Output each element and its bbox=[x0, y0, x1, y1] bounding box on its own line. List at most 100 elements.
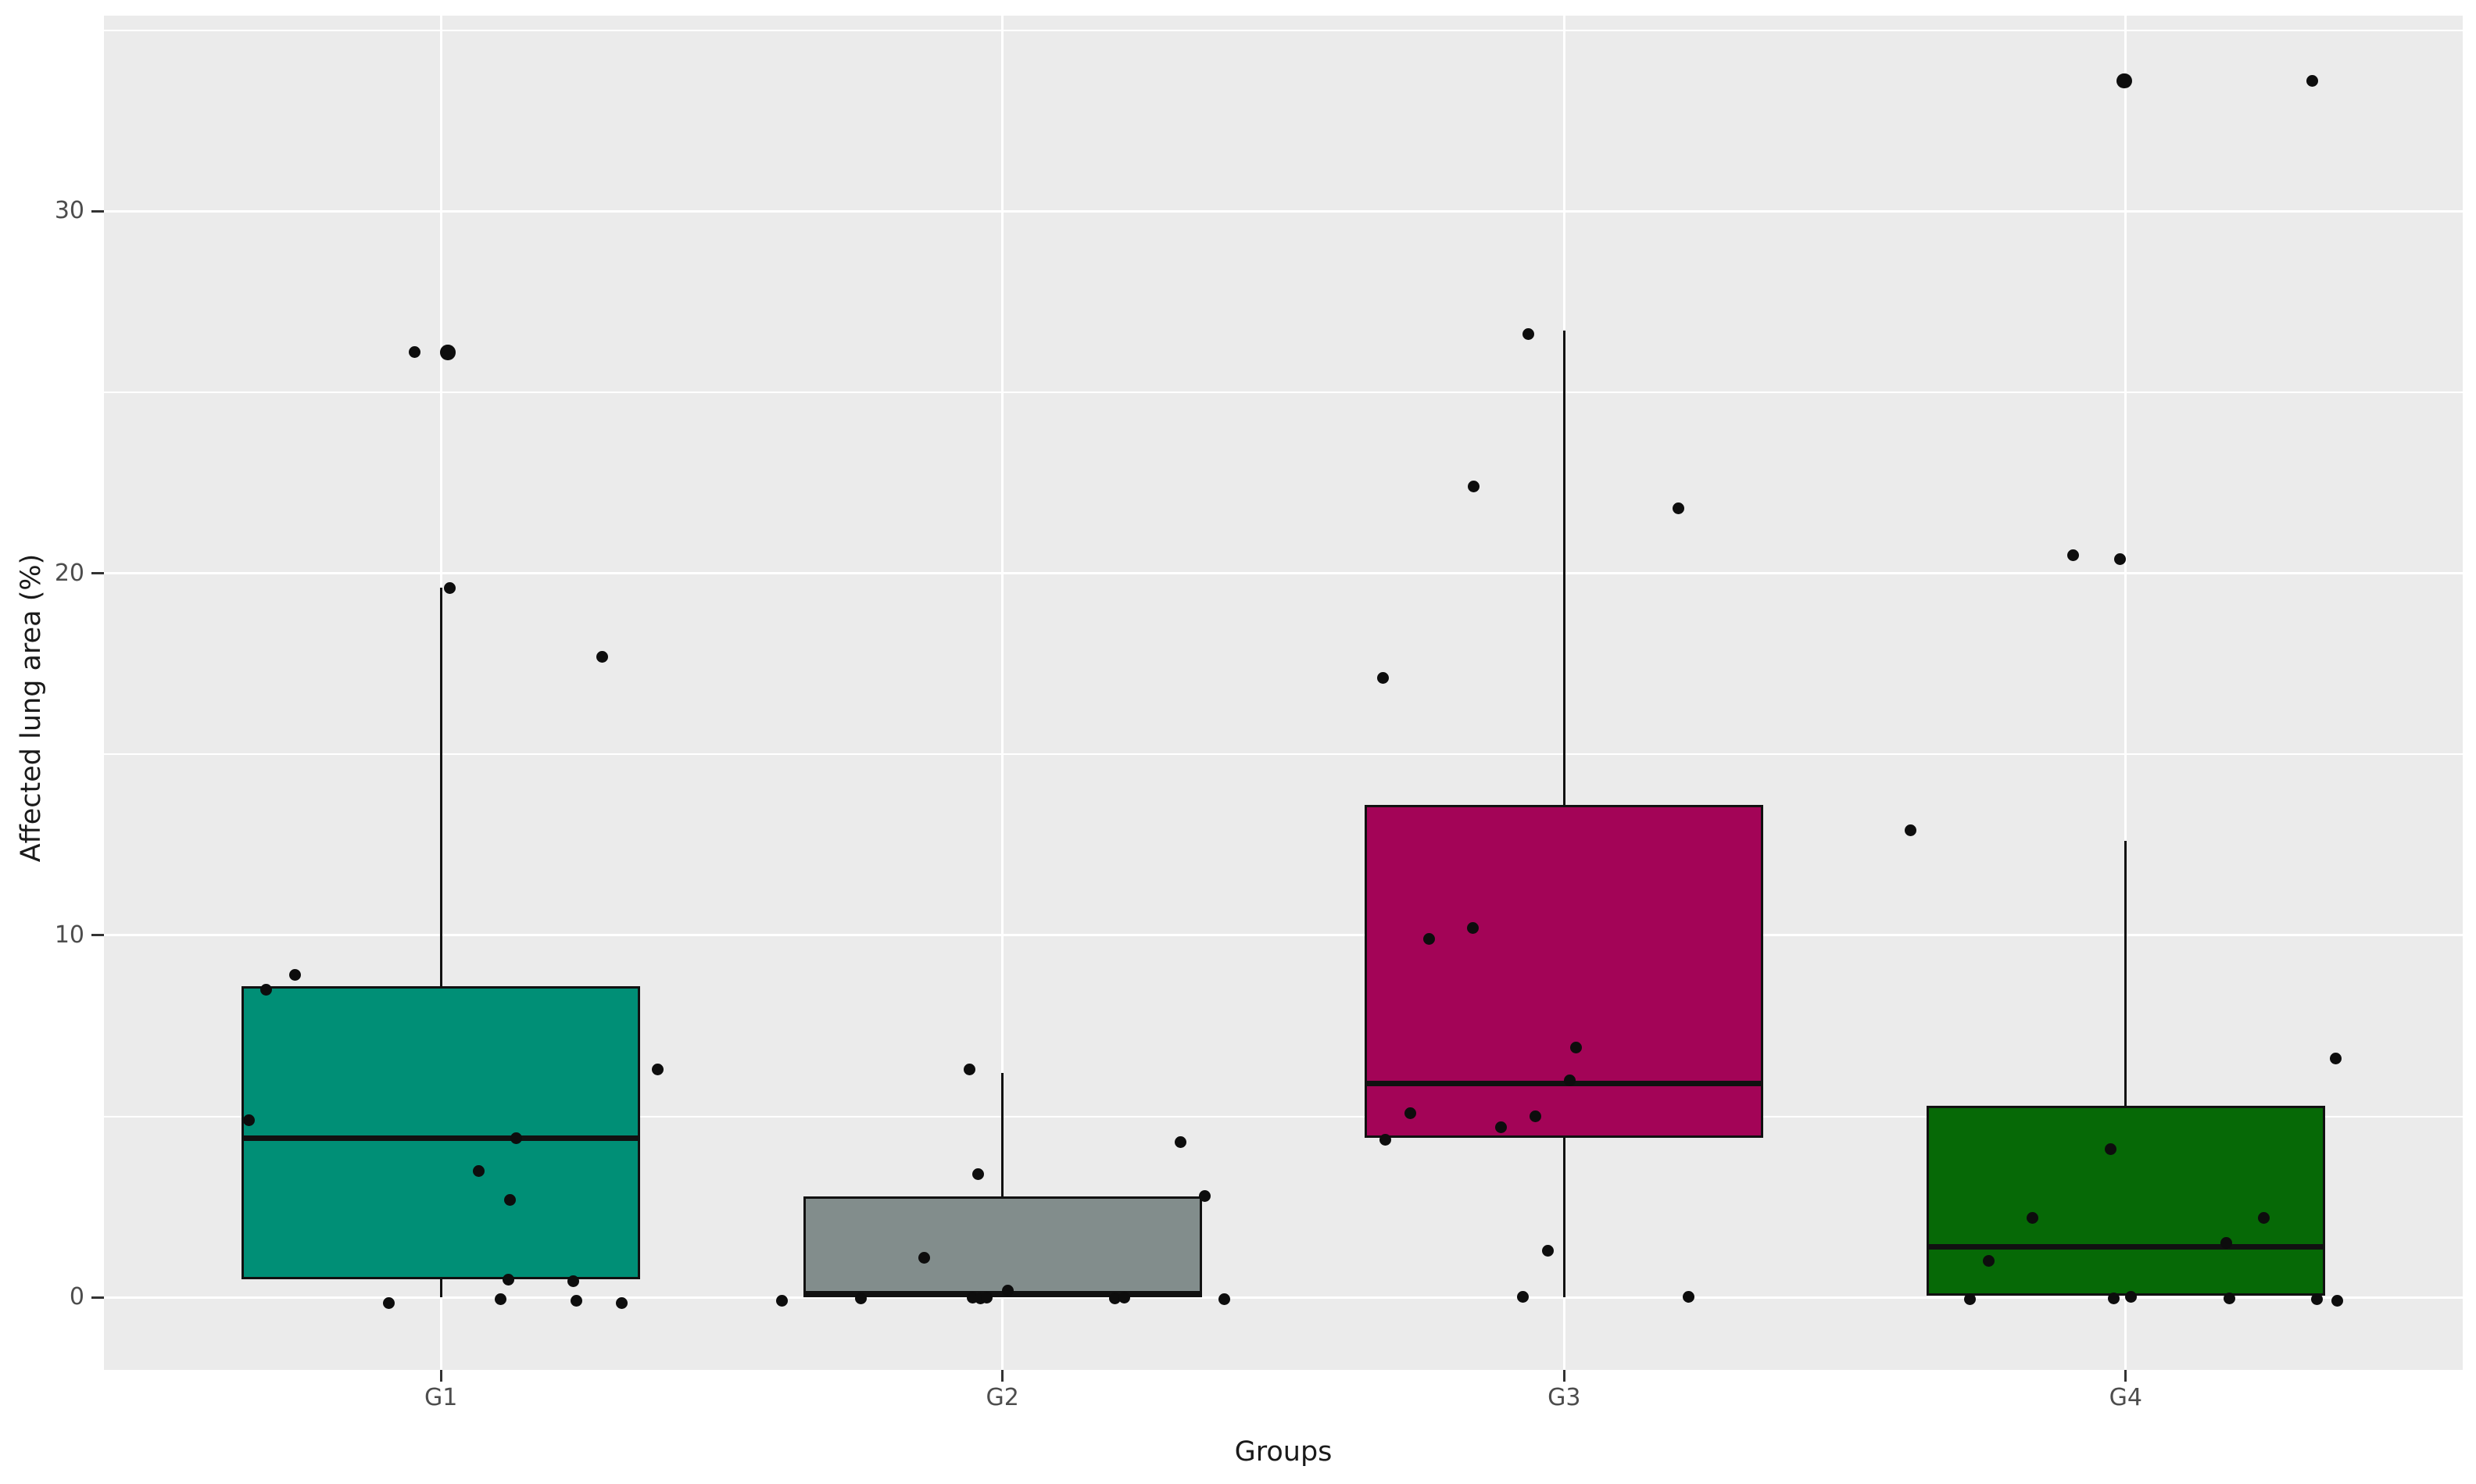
median-G4 bbox=[1926, 1243, 2325, 1250]
x-tick-label-G4: G4 bbox=[2109, 1384, 2143, 1411]
jitter-point-G4-8 bbox=[2257, 1211, 2270, 1224]
jitter-point-G3-13 bbox=[1516, 1290, 1529, 1303]
jitter-point-G4-7 bbox=[2026, 1211, 2038, 1224]
jitter-point-G2-4 bbox=[918, 1251, 930, 1264]
jitter-point-G1-6 bbox=[259, 983, 272, 996]
jitter-point-G1-0 bbox=[408, 346, 420, 359]
jitter-point-G4-15 bbox=[2310, 1293, 2323, 1306]
jitter-point-G4-0 bbox=[2116, 73, 2132, 89]
gridline-major-y-0 bbox=[104, 1296, 2463, 1299]
whisker-upper-G4 bbox=[2124, 841, 2127, 1106]
y-axis-title: Affected lung area (%) bbox=[16, 553, 47, 863]
x-tick-G3 bbox=[1562, 1370, 1565, 1382]
jitter-point-G2-1 bbox=[971, 1168, 984, 1181]
jitter-point-G2-10 bbox=[980, 1291, 993, 1303]
jitter-point-G1-15 bbox=[570, 1295, 582, 1307]
x-axis-title: Groups bbox=[1234, 1436, 1333, 1468]
jitter-point-G2-7 bbox=[854, 1292, 867, 1304]
jitter-point-G3-2 bbox=[1672, 502, 1684, 514]
jitter-point-G4-1 bbox=[2306, 74, 2318, 87]
y-tick-label-30: 30 bbox=[54, 197, 84, 225]
jitter-point-G1-4 bbox=[651, 1063, 664, 1075]
jitter-point-G3-6 bbox=[1569, 1042, 1582, 1054]
jitter-point-G3-3 bbox=[1376, 672, 1389, 685]
jitter-point-G2-3 bbox=[1198, 1190, 1211, 1203]
jitter-point-G1-13 bbox=[382, 1296, 395, 1309]
jitter-point-G1-12 bbox=[567, 1275, 579, 1287]
y-tick-label-0: 0 bbox=[69, 1283, 84, 1311]
gridline-major-y-20 bbox=[104, 572, 2463, 575]
jitter-point-G4-16 bbox=[2331, 1294, 2343, 1307]
jitter-point-G3-8 bbox=[1404, 1107, 1416, 1119]
gridline-major-x-G4 bbox=[2124, 16, 2127, 1370]
jitter-point-G2-6 bbox=[775, 1295, 788, 1307]
median-G1 bbox=[242, 1135, 641, 1141]
jitter-point-G2-13 bbox=[1218, 1293, 1230, 1306]
jitter-point-G2-11 bbox=[1108, 1292, 1121, 1304]
gridline-minor-y-5 bbox=[104, 1115, 2463, 1117]
whisker-upper-G1 bbox=[439, 588, 442, 986]
y-tick-30 bbox=[91, 209, 104, 213]
jitter-point-G4-9 bbox=[2220, 1237, 2232, 1250]
gridline-major-y-30 bbox=[104, 209, 2463, 213]
jitter-point-G1-7 bbox=[242, 1114, 255, 1126]
jitter-point-G4-2 bbox=[2066, 549, 2079, 561]
jitter-point-G1-3 bbox=[596, 650, 608, 663]
jitter-point-G3-5 bbox=[1422, 933, 1435, 946]
jitter-point-G1-2 bbox=[443, 581, 456, 594]
gridline-major-x-G2 bbox=[1001, 16, 1004, 1370]
jitter-point-G2-0 bbox=[963, 1063, 975, 1075]
y-tick-label-20: 20 bbox=[54, 559, 84, 587]
whisker-lower-G3 bbox=[1562, 1138, 1565, 1298]
jitter-point-G1-10 bbox=[503, 1193, 516, 1206]
jitter-point-G4-14 bbox=[2223, 1292, 2235, 1304]
jitter-point-G4-13 bbox=[2124, 1290, 2137, 1303]
jitter-point-G3-4 bbox=[1466, 922, 1479, 935]
jitter-point-G3-1 bbox=[1467, 480, 1480, 492]
x-tick-label-G3: G3 bbox=[1548, 1384, 1581, 1411]
jitter-point-G4-5 bbox=[2329, 1053, 2342, 1064]
gridline-minor-y-15 bbox=[104, 753, 2463, 756]
jitter-point-G4-12 bbox=[2107, 1292, 2120, 1304]
whisker-lower-G1 bbox=[439, 1279, 442, 1298]
jitter-point-G3-12 bbox=[1541, 1244, 1554, 1257]
jitter-point-G2-12 bbox=[1118, 1291, 1130, 1303]
jitter-point-G3-14 bbox=[1682, 1290, 1694, 1303]
jitter-point-G3-7 bbox=[1563, 1074, 1576, 1086]
gridline-minor-y-35 bbox=[104, 29, 2463, 31]
jitter-point-G4-3 bbox=[2113, 552, 2126, 565]
jitter-point-G1-14 bbox=[494, 1293, 506, 1306]
jitter-point-G1-16 bbox=[615, 1296, 628, 1309]
y-tick-0 bbox=[91, 1296, 104, 1299]
x-tick-G4 bbox=[2124, 1370, 2127, 1382]
jitter-point-G1-11 bbox=[502, 1273, 514, 1286]
median-G3 bbox=[1365, 1081, 1764, 1087]
y-tick-label-10: 10 bbox=[54, 921, 84, 949]
jitter-point-G1-8 bbox=[510, 1132, 522, 1144]
jitter-point-G3-11 bbox=[1379, 1134, 1391, 1146]
jitter-point-G4-10 bbox=[1982, 1255, 1995, 1268]
box-G2 bbox=[803, 1196, 1202, 1298]
jitter-point-G4-6 bbox=[2104, 1143, 2116, 1155]
x-tick-G2 bbox=[1001, 1370, 1004, 1382]
x-tick-G1 bbox=[439, 1370, 442, 1382]
jitter-point-G1-9 bbox=[472, 1164, 485, 1177]
whisker-upper-G3 bbox=[1562, 331, 1565, 806]
gridline-minor-y-25 bbox=[104, 391, 2463, 393]
y-tick-10 bbox=[91, 934, 104, 937]
jitter-point-G2-5 bbox=[1001, 1284, 1014, 1296]
jitter-point-G3-9 bbox=[1529, 1110, 1541, 1123]
gridline-major-y-10 bbox=[104, 934, 2463, 937]
whisker-upper-G2 bbox=[1001, 1073, 1004, 1196]
jitter-point-G1-5 bbox=[288, 969, 301, 982]
x-tick-label-G1: G1 bbox=[424, 1384, 458, 1411]
jitter-point-G3-0 bbox=[1522, 328, 1534, 341]
y-tick-20 bbox=[91, 572, 104, 575]
box-G4 bbox=[1926, 1105, 2325, 1296]
box-G1 bbox=[242, 985, 641, 1280]
jitter-point-G4-11 bbox=[1963, 1293, 1976, 1306]
box-G3 bbox=[1365, 805, 1764, 1139]
jitter-point-G4-4 bbox=[1904, 824, 1916, 837]
jitter-point-G3-10 bbox=[1494, 1121, 1507, 1134]
